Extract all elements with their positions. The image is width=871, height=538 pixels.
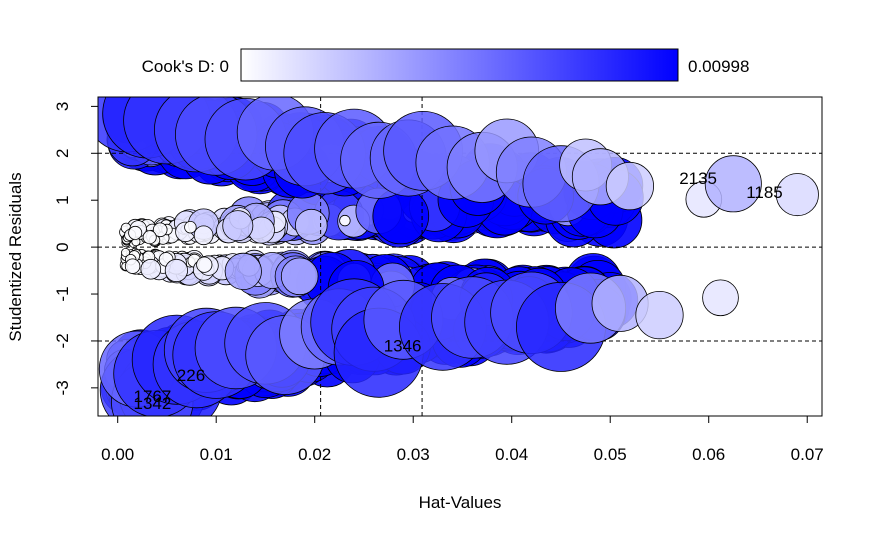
background-point (224, 252, 262, 290)
y-tick-label: -2 (53, 333, 72, 348)
background-point (164, 258, 188, 283)
x-tick-label: 0.07 (791, 445, 824, 464)
point-label: 1346 (384, 336, 422, 355)
background-point (196, 256, 213, 273)
influence-point (702, 279, 739, 317)
x-tick-label: 0.06 (692, 445, 725, 464)
point-label: 1767 (134, 387, 172, 406)
y-tick-label: -1 (53, 286, 72, 301)
x-tick-label: 0.01 (200, 445, 233, 464)
x-tick-label: 0.05 (594, 445, 627, 464)
y-axis: -3 -2 -1 0 1 2 3 (53, 102, 98, 395)
x-tick-label: 0.03 (397, 445, 430, 464)
x-axis: 0.00 0.01 0.02 0.03 0.04 0.05 0.06 0.07 (101, 416, 824, 464)
point-label: 1342 (134, 394, 172, 413)
x-tick-label: 0.00 (101, 445, 134, 464)
influence-point (775, 173, 819, 217)
point-label: 2135 (679, 169, 717, 188)
colorbar-legend: Cook's D: 0 0.00998 (142, 48, 749, 82)
x-tick-label: 0.04 (495, 445, 528, 464)
background-point (152, 222, 168, 238)
background-point (222, 210, 254, 242)
y-tick-label: -3 (53, 380, 72, 395)
x-tick-label: 0.02 (298, 445, 331, 464)
plot-area (98, 97, 822, 416)
background-point (193, 225, 214, 246)
y-axis-title: Studentized Residuals (6, 172, 25, 341)
plot-frame (97, 96, 823, 417)
background-point (140, 258, 162, 280)
point-label: 1185 (746, 183, 783, 202)
background-point (280, 257, 319, 296)
influence-points (98, 97, 819, 416)
y-tick-label: 2 (53, 149, 72, 158)
colorbar (240, 48, 679, 82)
background-point (142, 230, 157, 245)
x-axis-title: Hat-Values (419, 493, 502, 512)
influence-point (704, 155, 762, 213)
influence-point (635, 290, 684, 340)
y-tick-label: 0 (53, 242, 72, 251)
background-point (124, 258, 141, 274)
background-point (339, 214, 351, 227)
background-point (294, 208, 328, 242)
colorbar-max-label: 0.00998 (688, 57, 749, 76)
influence-point (605, 162, 655, 211)
point-label: 226 (177, 366, 205, 385)
background-point (128, 225, 143, 240)
y-tick-label: 3 (53, 102, 72, 111)
background-point (184, 220, 197, 234)
colorbar-min-label: Cook's D: 0 (142, 57, 229, 76)
y-tick-label: 1 (53, 195, 72, 204)
